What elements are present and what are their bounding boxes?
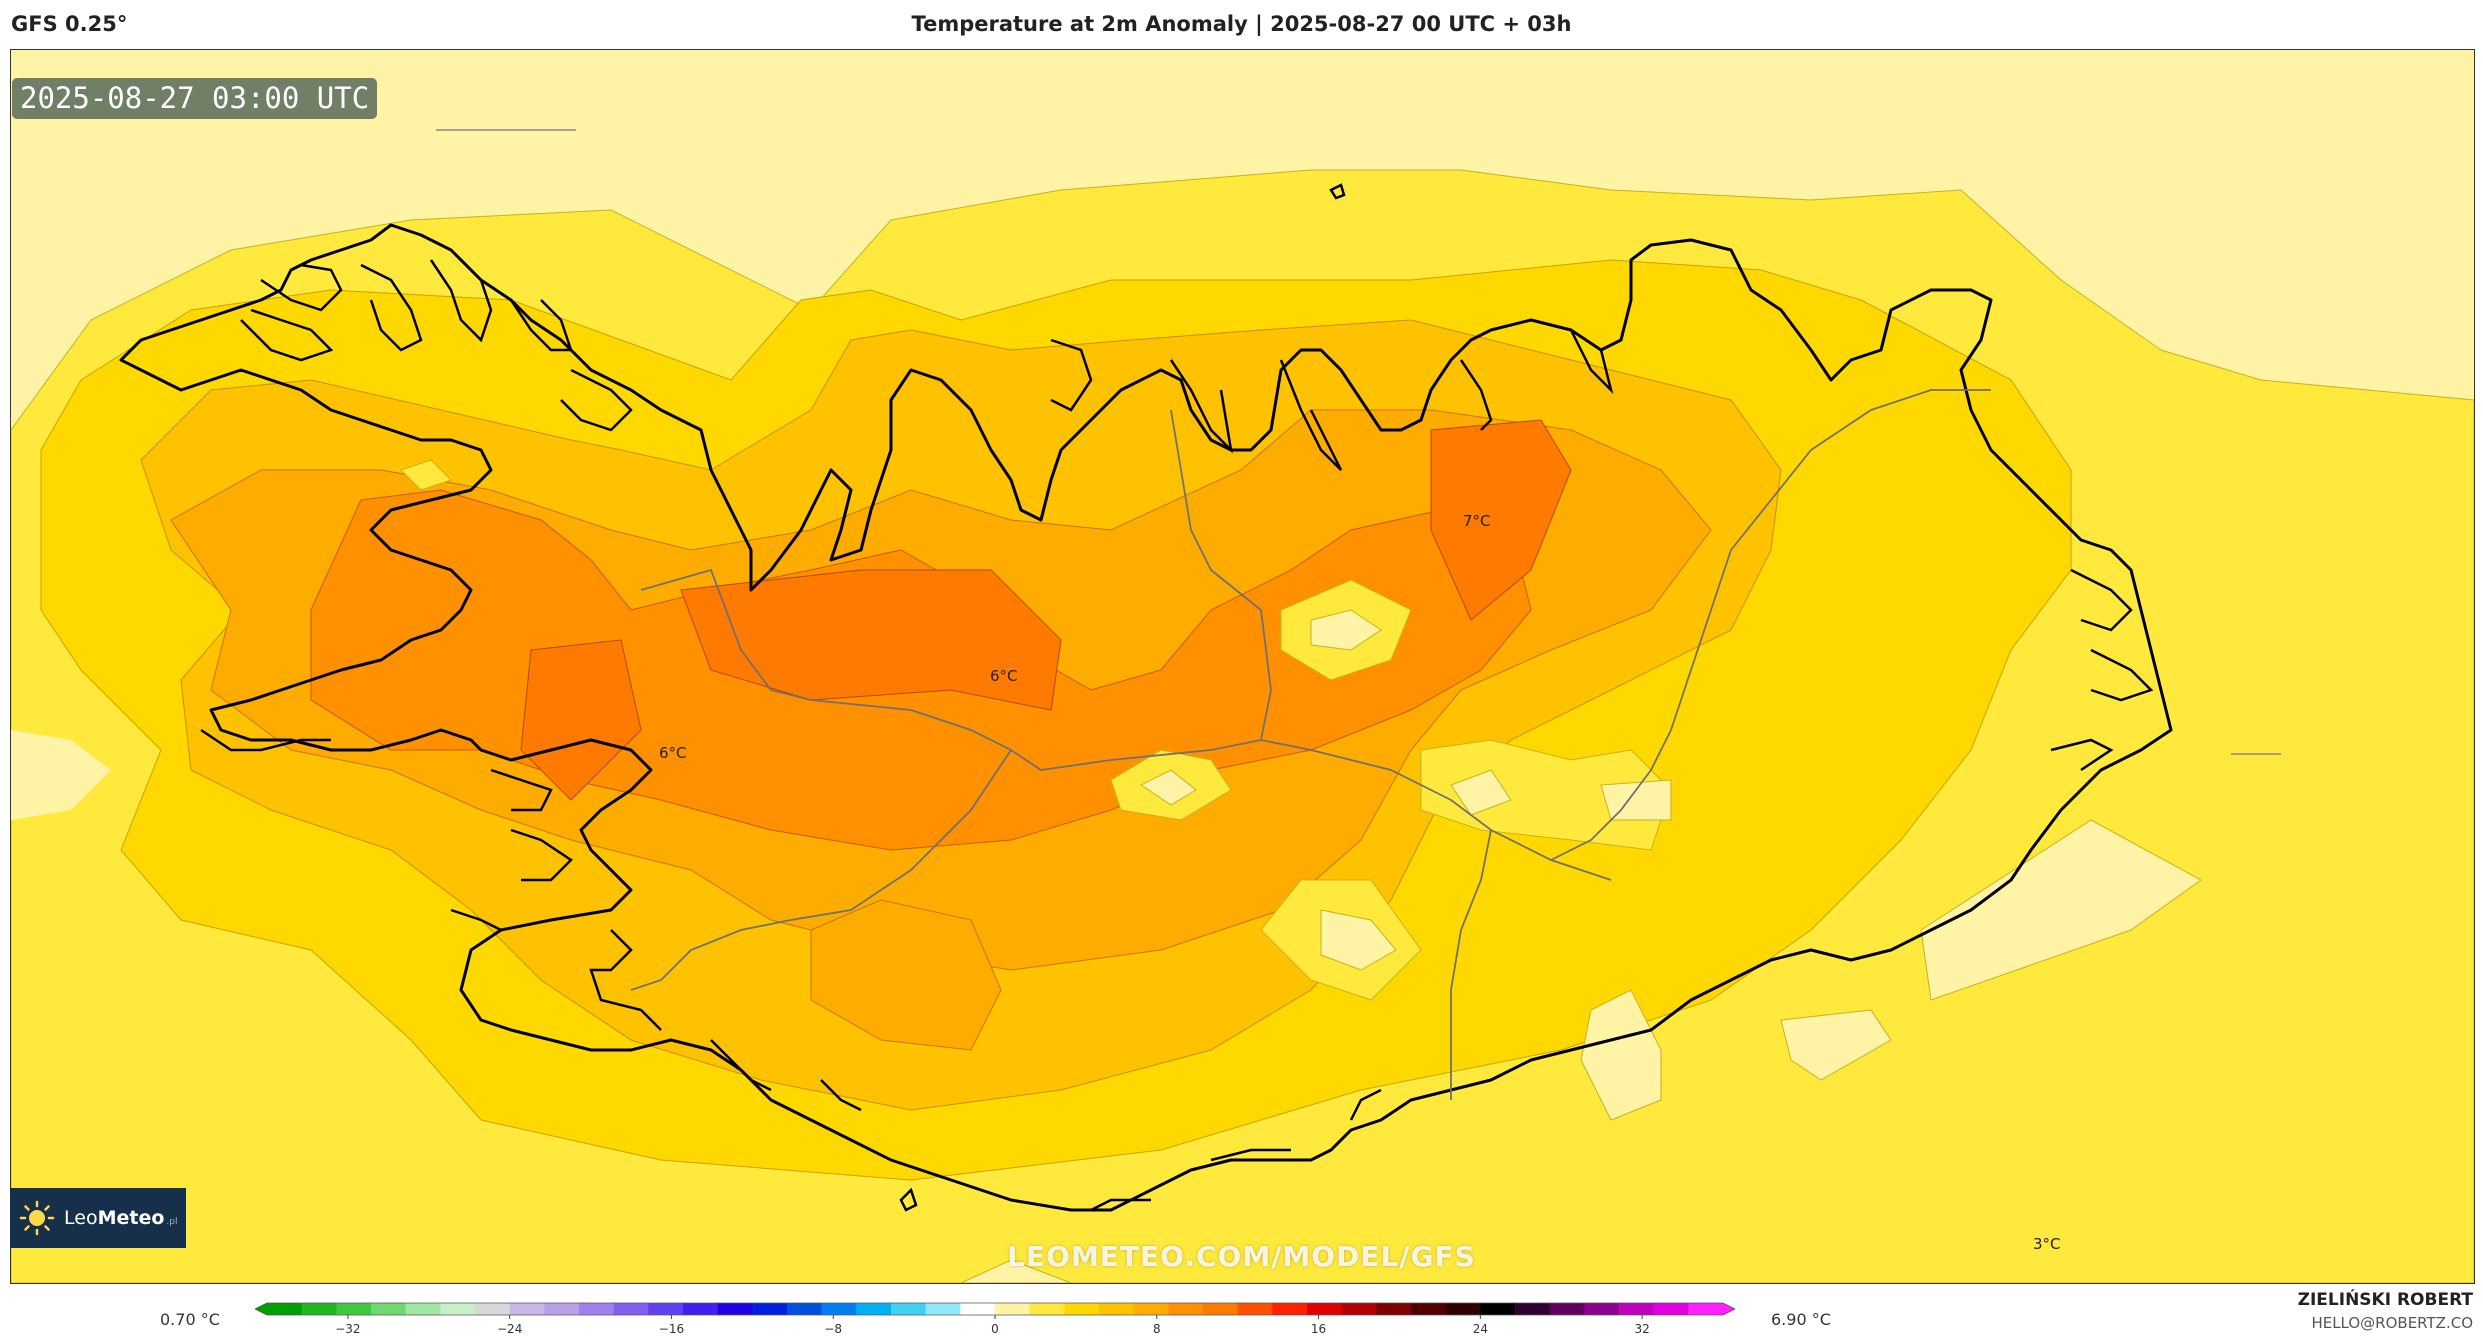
colorbar-tick-label: 24 <box>1473 1322 1488 1336</box>
field-cool-pocket-4b <box>1320 909 1397 971</box>
field-cool-pocket-3b <box>1450 769 1512 816</box>
field-level-7-8-southwest <box>520 639 642 801</box>
model-name: GFS 0.25° <box>11 12 128 36</box>
colorbar-tick-label: 8 <box>1153 1322 1161 1336</box>
colorbar-tick-label: −8 <box>824 1322 842 1336</box>
legend-max-value: 6.90 °C <box>1771 1310 1831 1329</box>
colorbar-segment <box>821 1303 857 1315</box>
colorbar-segment <box>1064 1303 1100 1315</box>
colorbar-segment <box>787 1303 823 1315</box>
colorbar-segment <box>891 1303 927 1315</box>
colorbar-segment <box>1203 1303 1239 1315</box>
colorbar-segment <box>648 1303 684 1315</box>
sun-icon <box>10 1188 64 1248</box>
colorbar-segment <box>267 1303 303 1315</box>
colorbar-segment <box>1341 1303 1377 1315</box>
colorbar-segment <box>1237 1303 1273 1315</box>
colorbar-segment <box>405 1303 441 1315</box>
coastline-detail-north <box>1050 329 1614 471</box>
leometeo-logo[interactable]: LeoMeteo .pl <box>10 1188 186 1248</box>
colorbar-segment <box>1272 1303 1308 1315</box>
colorbar-segment <box>1549 1303 1585 1315</box>
valid-time-badge: 2025-08-27 03:00 UTC <box>12 78 378 119</box>
colorbar-tick-label: 32 <box>1634 1322 1649 1336</box>
field-cool-pocket-9 <box>960 1259 1072 1283</box>
colorbar-segment <box>1411 1303 1447 1315</box>
colorbar-tick-label: −24 <box>497 1322 522 1336</box>
colorbar-segment <box>579 1303 615 1315</box>
colorbar-segment <box>1480 1303 1516 1315</box>
author-name: ZIELIŃSKI ROBERT <box>2297 1290 2473 1310</box>
iceland-coastline <box>119 223 2173 1212</box>
colorbar-segment <box>301 1303 337 1315</box>
colorbar-segment <box>1653 1303 1689 1315</box>
coastline-detail-south <box>710 1039 1382 1212</box>
admin-borders <box>630 389 1991 1100</box>
map-panel[interactable] <box>10 49 2475 1284</box>
temperature-map[interactable] <box>11 50 2474 1283</box>
color-scale-bar: −32 −24 −16 −8 0 8 16 24 32 <box>255 1302 1735 1336</box>
colorbar-segment <box>1168 1303 1204 1315</box>
colorbar-segment <box>1099 1303 1135 1315</box>
colorbar-segment <box>1619 1303 1655 1315</box>
colorbar-segment <box>440 1303 476 1315</box>
colorbar-segment <box>1376 1303 1412 1315</box>
colorbar-segment <box>683 1303 719 1315</box>
colorbar-segment <box>509 1303 545 1315</box>
field-level-2-3-fringe <box>11 730 111 820</box>
colorbar-segment <box>336 1303 372 1315</box>
field-cool-pocket-1b <box>1310 609 1382 651</box>
field-cool-pocket-7 <box>1920 819 2202 1001</box>
colorbar-segment <box>995 1303 1031 1315</box>
colorbar-segment <box>960 1303 996 1315</box>
colorbar-segment <box>1307 1303 1343 1315</box>
coastline-detail-southwest <box>200 728 662 1031</box>
colorbar-segment <box>717 1303 753 1315</box>
map-label-temp-4: 3°C <box>2033 1235 2061 1253</box>
colorbar-tick-label: −32 <box>335 1322 360 1336</box>
colorbar-tick-label: 0 <box>991 1322 999 1336</box>
field-cool-pocket-5 <box>1580 989 1662 1121</box>
author-block: ZIELIŃSKI ROBERT HELLO@ROBERTZ.CO <box>2298 1290 2473 1332</box>
watermark-url: LEOMETEO.COM/MODEL/GFS <box>1007 1240 1476 1273</box>
colorbar-segment <box>1445 1303 1481 1315</box>
colorbar-segment <box>1133 1303 1169 1315</box>
legend-min-value: 0.70 °C <box>160 1310 220 1329</box>
logo-text: LeoMeteo .pl <box>64 1207 178 1229</box>
colorbar-segment <box>1515 1303 1551 1315</box>
author-email[interactable]: HELLO@ROBERTZ.CO <box>2311 1314 2473 1332</box>
map-label-temp-3: 6°C <box>659 744 687 762</box>
colorbar-right-arrow <box>1723 1303 1735 1315</box>
colorbar-tick-label: −16 <box>659 1322 684 1336</box>
island-westman <box>899 1187 918 1212</box>
coastline-detail-west <box>240 259 633 432</box>
field-level-5-6-south <box>810 899 1002 1051</box>
colorbar-segment <box>1029 1303 1065 1315</box>
colorbar-segment <box>371 1303 407 1315</box>
chart-title: Temperature at 2m Anomaly | 2025-08-27 0… <box>911 12 1572 36</box>
colorbar-segment <box>856 1303 892 1315</box>
colorbar-segment <box>475 1303 511 1315</box>
map-label-temp-2: 6°C <box>990 667 1018 685</box>
colorbar-left-arrow <box>255 1303 267 1315</box>
colorbar-segment <box>544 1303 580 1315</box>
colorbar-tick-label: 16 <box>1311 1322 1326 1336</box>
field-cool-pocket-6 <box>1780 1009 1892 1081</box>
field-cool-pocket-3c <box>1600 779 1672 821</box>
field-level-7-8-west <box>680 569 1062 711</box>
colorbar-outline <box>255 1302 1735 1316</box>
field-cool-pocket-8 <box>400 459 452 491</box>
colorbar-segment <box>613 1303 649 1315</box>
colorbar-segment <box>752 1303 788 1315</box>
island-grimsey <box>1329 183 1346 200</box>
colorbar-segment <box>925 1303 961 1315</box>
field-cool-pocket-2b <box>1140 769 1197 806</box>
colorbar-segment <box>1688 1303 1724 1315</box>
map-label-temp-1: 7°C <box>1463 512 1491 530</box>
colorbar-segment <box>1584 1303 1620 1315</box>
field-level-7-8-north <box>1430 419 1572 621</box>
coastline-detail-east <box>2050 568 2154 772</box>
